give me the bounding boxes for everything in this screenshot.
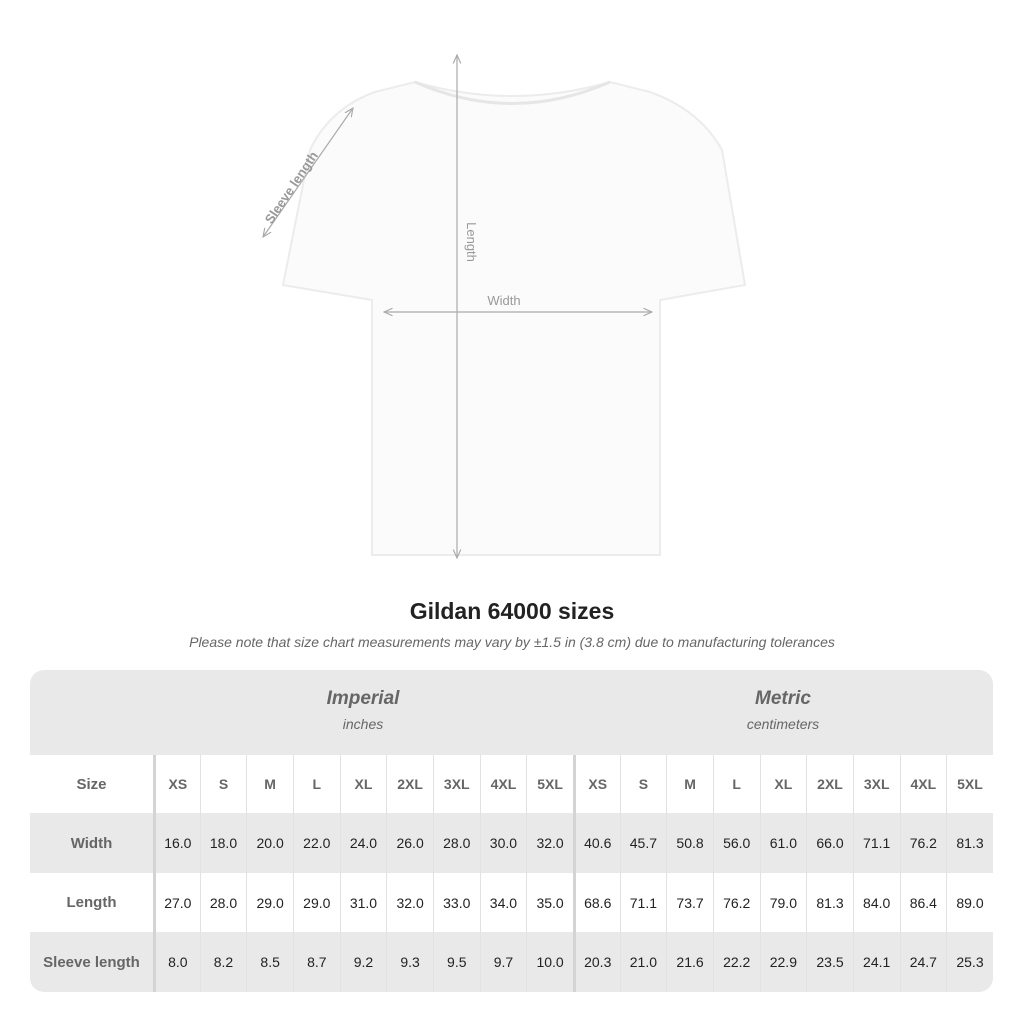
table-cell: 21.0 <box>619 932 667 992</box>
metric-title: Metric <box>755 688 811 709</box>
table-cell: 8.7 <box>292 932 340 992</box>
tshirt-diagram: Sleeve length Length Width <box>262 0 747 580</box>
table-cell: 9.5 <box>432 932 480 992</box>
size-header-cell: XL <box>759 755 807 813</box>
table-cell: 68.6 <box>572 873 620 932</box>
table-cell: 23.5 <box>806 932 853 992</box>
table-cell: 8.2 <box>199 932 247 992</box>
table-cell: 66.0 <box>806 813 853 873</box>
table-cell: 31.0 <box>339 873 387 932</box>
table-cell: 81.3 <box>946 813 993 873</box>
table-cell: 33.0 <box>432 873 480 932</box>
table-cell: 28.0 <box>432 813 480 873</box>
table-cell: 8.5 <box>246 932 293 992</box>
table-cell: 79.0 <box>759 873 807 932</box>
size-header-row: Size XS S M L XL 2XL 3XL 4XL 5XL XS S M L XL 2XL 3XL 4XL 5… <box>30 755 993 813</box>
width-label: Width <box>487 293 520 308</box>
size-header-cell: L <box>712 755 760 813</box>
table-row: Length 27.0 28.0 29.0 29.0 31.0 32.0 33.0 34.0 35… <box>30 873 993 932</box>
chart-title: Gildan 64000 sizes <box>409 598 615 624</box>
table-cell: 10.0 <box>526 932 573 992</box>
table-cell: 76.2 <box>712 873 760 932</box>
table-cell: 20.3 <box>572 932 620 992</box>
tshirt-shape <box>281 80 747 556</box>
table-cell: 84.0 <box>852 873 900 932</box>
metric-header: Metric centimeters <box>573 670 993 755</box>
row-label: Size <box>76 775 107 793</box>
table-cell: 89.0 <box>946 873 993 932</box>
table-cell: 9.7 <box>479 932 527 992</box>
table-cell: 28.0 <box>199 873 247 932</box>
table-cell: 26.0 <box>386 813 433 873</box>
size-header-cell: 2XL <box>386 755 433 813</box>
size-header-cell: XL <box>339 755 387 813</box>
table-cell: 56.0 <box>712 813 760 873</box>
size-header-cell: M <box>666 755 713 813</box>
row-label: Length <box>66 894 117 911</box>
table-cell: 71.1 <box>619 873 667 932</box>
size-header-cell: 5XL <box>946 755 993 813</box>
size-header-cell: 2XL <box>806 755 853 813</box>
table-cell: 21.6 <box>666 932 713 992</box>
table-cell: 22.0 <box>292 813 340 873</box>
size-header-cell: S <box>619 755 667 813</box>
table-cell: 73.7 <box>666 873 713 932</box>
metric-unit: centimeters <box>746 716 820 732</box>
table-cell: 16.0 <box>153 813 200 873</box>
table-cell: 18.0 <box>199 813 247 873</box>
length-label: Length <box>464 222 479 262</box>
tolerance-note: Please note that size chart measurements… <box>189 634 835 650</box>
table-cell: 32.0 <box>386 873 433 932</box>
table-cell: 9.3 <box>386 932 433 992</box>
table-cell: 9.2 <box>339 932 387 992</box>
table-cell: 25.3 <box>946 932 993 992</box>
table-cell: 34.0 <box>479 873 527 932</box>
table-cell: 27.0 <box>153 873 200 932</box>
imperial-unit: inches <box>342 716 384 732</box>
table-row: Sleeve length 8.0 8.2 8.5 8.7 9.2 9.3 9.5 9.7 10.… <box>30 932 993 992</box>
size-header-cell: 3XL <box>852 755 900 813</box>
size-header-cell: 4XL <box>899 755 947 813</box>
table-cell: 24.1 <box>852 932 900 992</box>
table-cell: 61.0 <box>759 813 807 873</box>
size-header-cell: 5XL <box>526 755 573 813</box>
size-header-cell: M <box>246 755 293 813</box>
table-cell: 50.8 <box>666 813 713 873</box>
table-cell: 40.6 <box>572 813 620 873</box>
table-cell: 35.0 <box>526 873 573 932</box>
size-table: Imperial inches Metric centimeters Size X… <box>30 670 993 992</box>
table-cell: 81.3 <box>806 873 853 932</box>
table-cell: 24.0 <box>339 813 387 873</box>
sleeve-arrow <box>263 108 353 237</box>
size-header-cell: L <box>292 755 340 813</box>
size-header-cell: XS <box>572 755 620 813</box>
table-cell: 20.0 <box>246 813 293 873</box>
table-cell: 24.7 <box>899 932 947 992</box>
table-cell: 22.2 <box>712 932 760 992</box>
table-row: Width 16.0 18.0 20.0 22.0 24.0 26.0 28.0 30.0 32.… <box>30 813 993 873</box>
size-header-cell: XS <box>153 755 200 813</box>
row-label: Width <box>70 834 113 852</box>
imperial-header: Imperial inches <box>153 670 573 755</box>
table-cell: 30.0 <box>479 813 527 873</box>
row-label: Sleeve length <box>43 953 140 971</box>
size-header-cell: 4XL <box>479 755 527 813</box>
size-header-cell: 3XL <box>432 755 480 813</box>
table-cell: 71.1 <box>852 813 900 873</box>
table-cell: 22.9 <box>759 932 807 992</box>
table-cell: 45.7 <box>619 813 667 873</box>
imperial-title: Imperial <box>326 688 400 709</box>
table-cell: 86.4 <box>899 873 947 932</box>
size-header-cell: S <box>199 755 247 813</box>
table-cell: 8.0 <box>153 932 200 992</box>
table-cell: 29.0 <box>292 873 340 932</box>
table-cell: 32.0 <box>526 813 573 873</box>
table-cell: 76.2 <box>899 813 947 873</box>
table-cell: 29.0 <box>246 873 293 932</box>
